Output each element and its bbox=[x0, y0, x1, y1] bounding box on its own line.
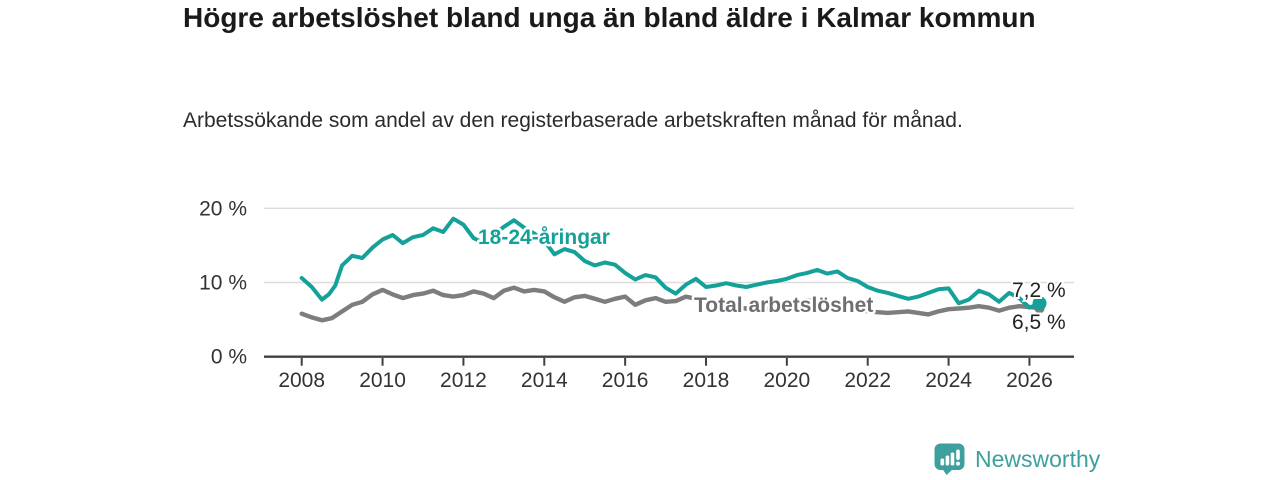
x-axis-label-2012: 2012 bbox=[440, 369, 487, 392]
newsworthy-brand-name: Newsworthy bbox=[975, 445, 1101, 472]
series-label-total-arbetslöshet: Total arbetslöshet bbox=[694, 294, 873, 317]
x-axis-label-2014: 2014 bbox=[521, 369, 568, 392]
x-axis-label-2010: 2010 bbox=[359, 369, 406, 392]
series-end-value-18-24-åringar: 7,2 % bbox=[1012, 279, 1066, 302]
y-axis-label-10: 10 % bbox=[199, 272, 247, 295]
series-end-dot-18-24-åringar bbox=[1032, 296, 1047, 311]
page-title: Högre arbetslöshet bland unga än bland ä… bbox=[183, 2, 1036, 33]
x-axis-label-2024: 2024 bbox=[925, 369, 972, 392]
x-axis-label-2016: 2016 bbox=[602, 369, 649, 392]
series-line-18-24-åringar bbox=[299, 216, 1042, 310]
x-axis-label-2018: 2018 bbox=[683, 369, 730, 392]
x-axis-label-2022: 2022 bbox=[844, 369, 891, 392]
series-label-18-24-åringar: 18-24-åringar bbox=[478, 226, 610, 249]
chart-subtitle: Arbetssökande som andel av den registerb… bbox=[183, 109, 963, 132]
series-end-value-total-arbetslöshet: 6,5 % bbox=[1012, 311, 1066, 334]
series-line-total-arbetslöshet bbox=[299, 285, 1042, 323]
newsworthy-branding: Newsworthy bbox=[934, 443, 1100, 475]
y-axis-label-0: 0 % bbox=[211, 346, 247, 369]
newsworthy-logo-icon bbox=[934, 443, 965, 475]
x-axis-label-2026: 2026 bbox=[1006, 369, 1053, 392]
y-axis-label-20: 20 % bbox=[199, 197, 247, 220]
x-axis-label-2020: 2020 bbox=[764, 369, 811, 392]
x-axis-label-2008: 2008 bbox=[278, 369, 325, 392]
